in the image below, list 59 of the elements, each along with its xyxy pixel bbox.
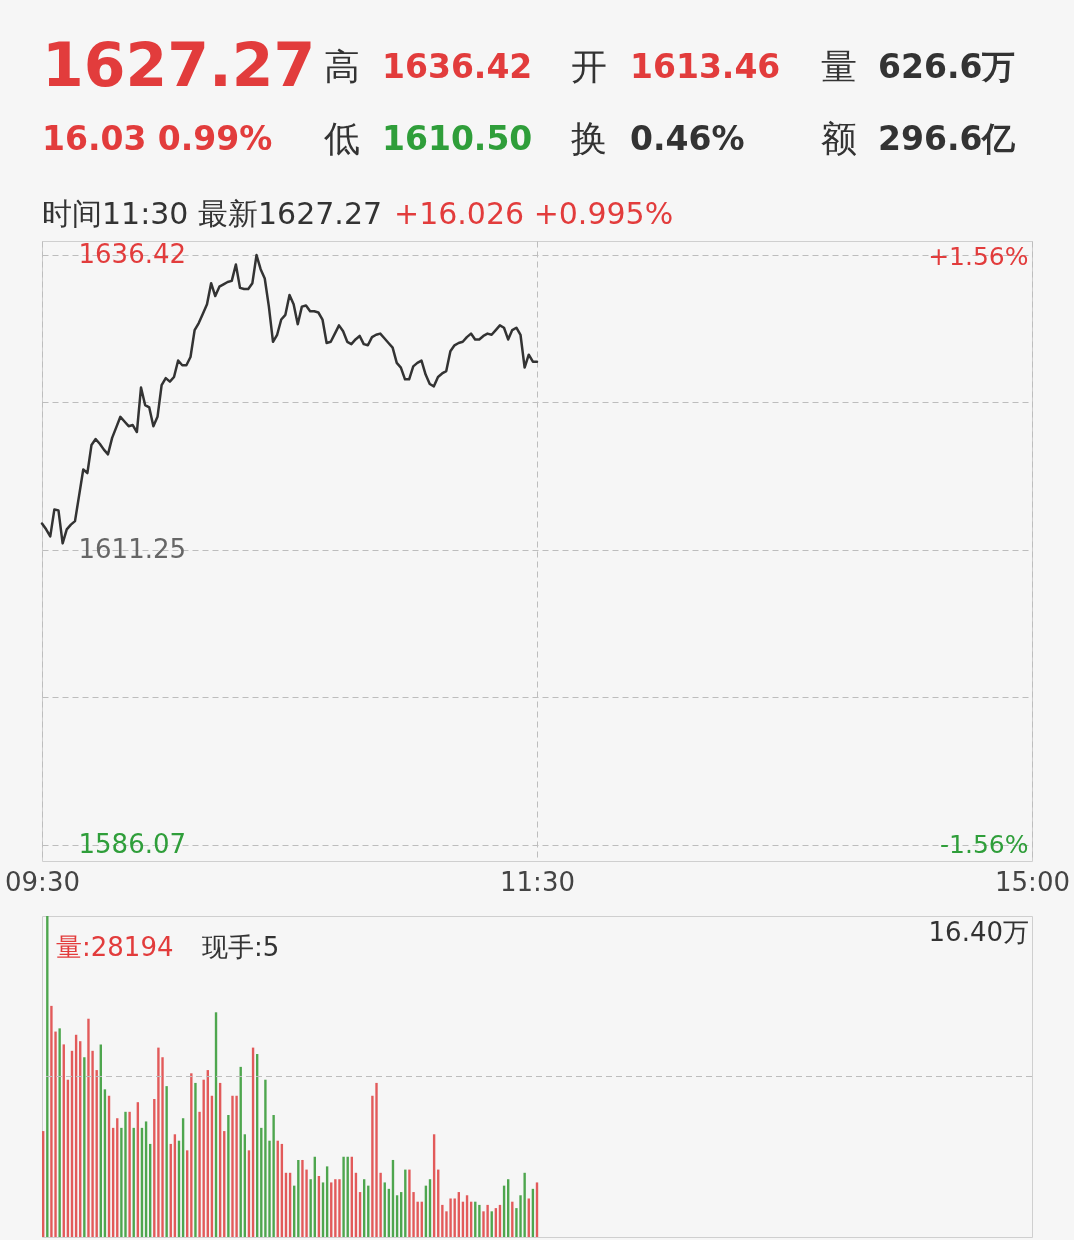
text: 626.6万	[878, 47, 1016, 86]
text: 低	[324, 118, 360, 159]
bar	[297, 1159, 300, 1237]
bar	[272, 1115, 275, 1237]
text: 1610.50	[382, 119, 533, 158]
bar	[87, 1018, 90, 1237]
bar	[231, 1095, 234, 1237]
text: 296.6亿	[878, 119, 1017, 158]
bar	[334, 1179, 337, 1237]
y2-tick-label: +1.56%	[928, 241, 1029, 271]
text: 1627.27	[42, 30, 316, 100]
bar	[478, 1204, 481, 1237]
x-tick-label: 11:30	[500, 866, 575, 897]
text: 时间11:30 最新1627.27	[42, 196, 383, 231]
text: 16.03 0.99%	[42, 119, 273, 158]
text: 高	[324, 46, 360, 87]
bar	[157, 1047, 160, 1237]
text: 1636.42	[382, 47, 533, 86]
bar	[486, 1204, 489, 1237]
bar	[375, 1082, 378, 1237]
text: 1613.46	[630, 47, 781, 86]
text: 换	[571, 118, 607, 159]
bar	[342, 1156, 345, 1237]
annotation: 16.40万	[928, 917, 1029, 947]
bar	[202, 1079, 205, 1237]
bar	[83, 1057, 86, 1237]
bar	[165, 1086, 168, 1237]
bar	[523, 1172, 526, 1237]
x-tick-label: 15:00	[995, 866, 1070, 897]
text: 额	[821, 118, 857, 159]
bar	[309, 1179, 312, 1237]
y2-tick-label: -1.56%	[940, 829, 1029, 859]
y-tick-label: 1636.42	[78, 239, 187, 270]
x-tick-label: 09:30	[5, 866, 80, 897]
bar	[50, 1005, 53, 1237]
bar	[301, 1159, 304, 1237]
bar	[235, 1095, 238, 1237]
bar	[408, 1169, 411, 1237]
y-tick-label: 1586.07	[78, 829, 187, 860]
text: +16.026 +0.995%	[394, 196, 674, 231]
text: 0.46%	[630, 119, 745, 158]
bar	[441, 1204, 444, 1237]
annotation: 量:28194	[56, 932, 174, 962]
bar	[58, 1028, 61, 1237]
bar	[449, 1198, 452, 1237]
bar	[404, 1169, 407, 1237]
bar	[190, 1073, 193, 1237]
bar	[128, 1111, 131, 1237]
text: 量	[821, 46, 857, 87]
bar	[511, 1201, 514, 1237]
annotation: 现手:5	[202, 932, 280, 962]
text: 开	[571, 46, 607, 87]
bar	[124, 1111, 127, 1237]
y-tick-label: 1611.25	[78, 534, 187, 565]
bar	[338, 1179, 341, 1237]
bar	[46, 916, 49, 1237]
bar	[264, 1079, 267, 1237]
bar	[227, 1115, 230, 1237]
bar	[194, 1082, 197, 1237]
